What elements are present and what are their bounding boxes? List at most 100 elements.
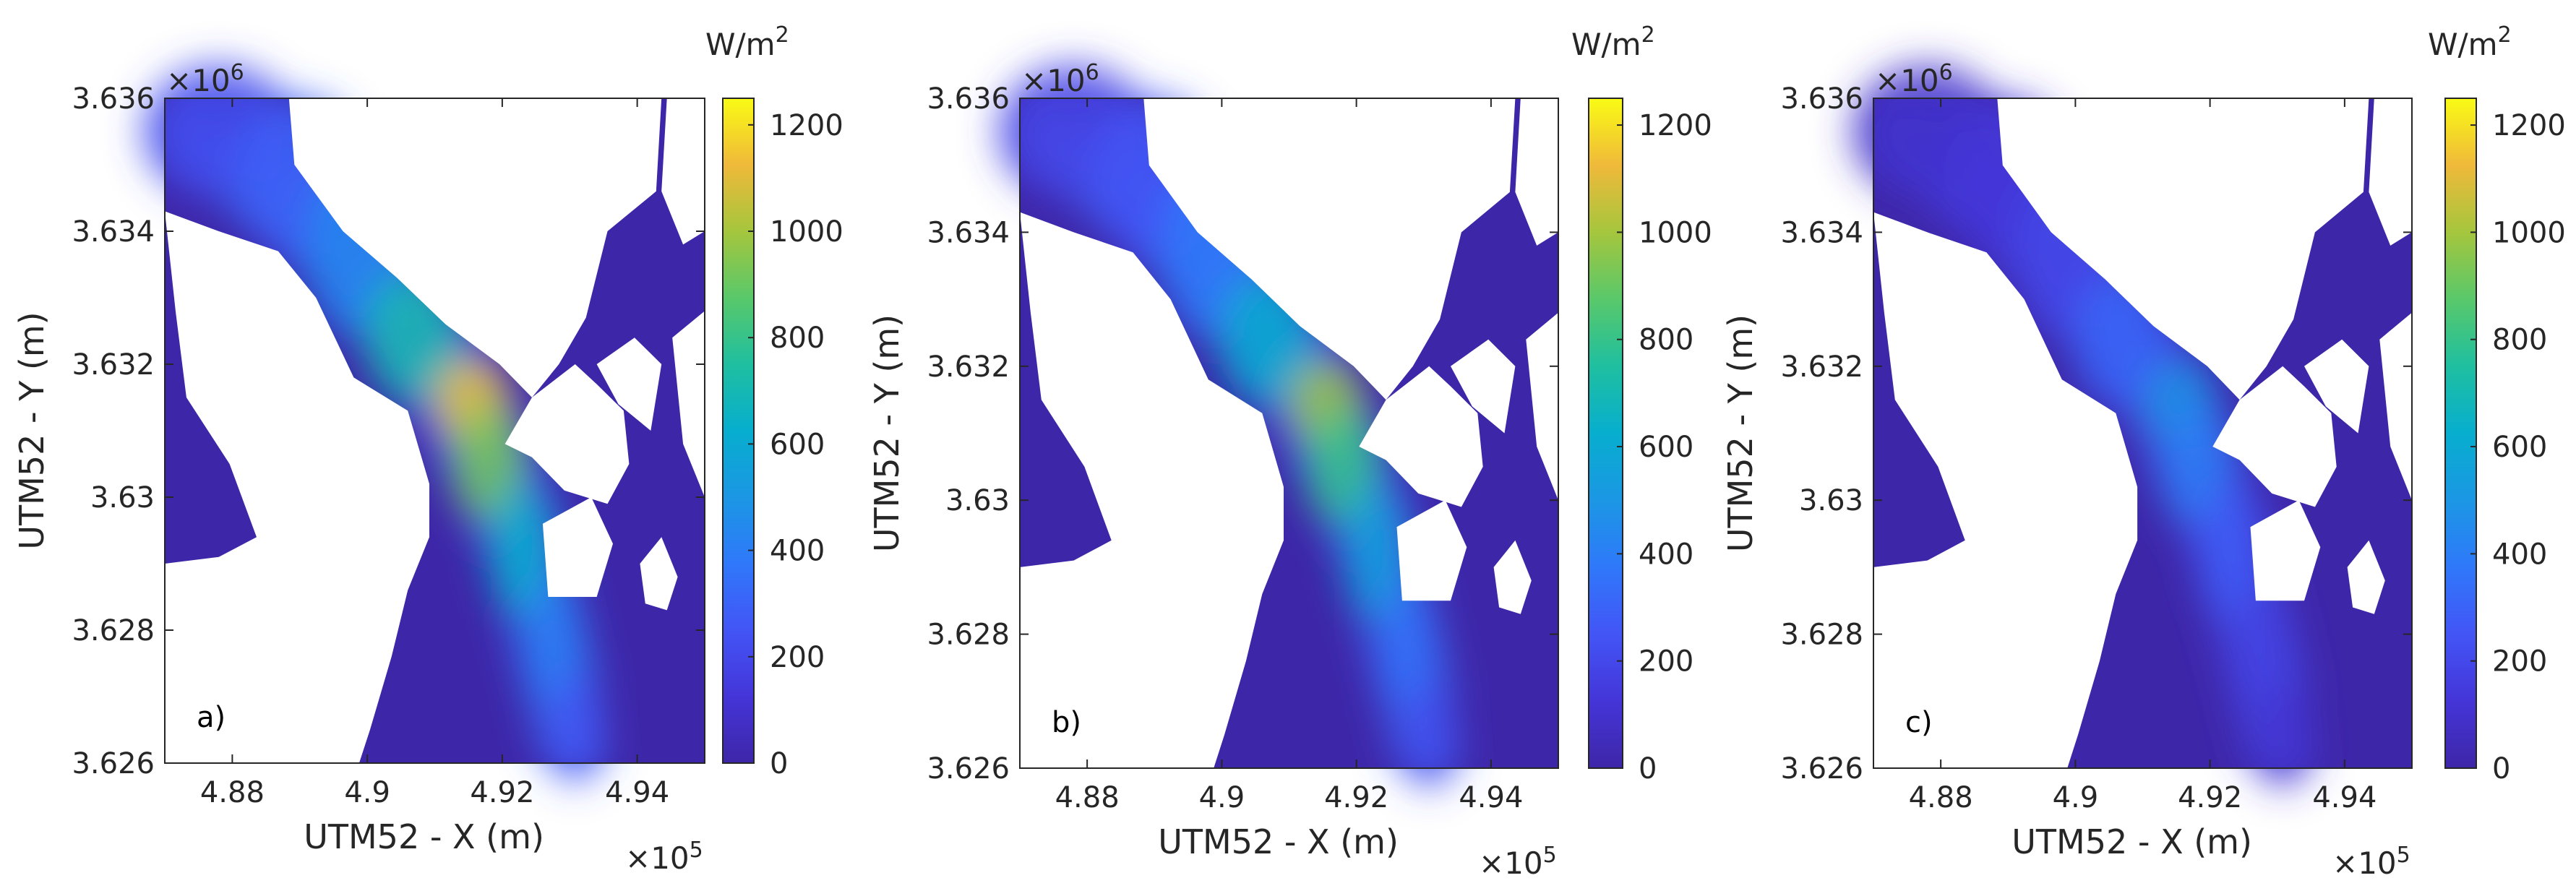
colorbar-tick-label: 200 bbox=[2492, 645, 2547, 679]
land-mass bbox=[2212, 366, 2337, 507]
y-axis-label: UTM52 - Y (m) bbox=[12, 311, 51, 549]
colorbar-unit: W/m2 bbox=[705, 22, 789, 62]
x-tick-label: 4.88 bbox=[1055, 781, 1120, 814]
y-tick-label: 3.636 bbox=[1780, 82, 1863, 116]
colorbar-tick-label: 400 bbox=[770, 535, 825, 568]
y-tick-label: 3.634 bbox=[72, 215, 155, 249]
colorbar-tick-label: 400 bbox=[2492, 538, 2547, 571]
y-tick-label: 3.634 bbox=[1780, 216, 1863, 249]
x-tick-label: 4.92 bbox=[1324, 781, 1388, 814]
x-tick-label: 4.92 bbox=[470, 776, 534, 809]
colorbar-frame bbox=[1588, 98, 1623, 769]
y-tick-label: 3.632 bbox=[927, 350, 1010, 384]
land-mass bbox=[1020, 212, 1284, 769]
x-axis-label: UTM52 - X (m) bbox=[304, 817, 544, 856]
land-mass bbox=[2369, 98, 2412, 246]
y-axis-label: UTM52 - Y (m) bbox=[1721, 314, 1760, 552]
x-tick-label: 4.88 bbox=[1909, 781, 1973, 814]
y-tick-label: 3.63 bbox=[1799, 484, 1863, 517]
land-mass bbox=[1396, 500, 1467, 601]
x-tick-label: 4.94 bbox=[2312, 781, 2377, 814]
y-exponent-power: 6 bbox=[1086, 60, 1099, 85]
colorbar-tick-label: 600 bbox=[1639, 431, 1693, 464]
colorbar-unit-power: 2 bbox=[2498, 22, 2512, 48]
land-mass bbox=[2304, 339, 2369, 434]
y-tick-label: 3.626 bbox=[1780, 752, 1863, 785]
colorbar-tick-label: 1000 bbox=[770, 215, 843, 249]
colorbar-tick-label: 600 bbox=[770, 428, 825, 461]
land-mass bbox=[2379, 312, 2412, 501]
colorbar-tick-label: 800 bbox=[770, 322, 825, 355]
panel-2: 4.88 4.9 4.92 4.94 3.626 3.628 3.63 3.632 3.634 3… bbox=[867, 22, 1712, 881]
colorbar-tick-label: 1200 bbox=[770, 109, 843, 142]
land-mass bbox=[1493, 540, 1532, 614]
y-tick-label: 3.626 bbox=[72, 747, 155, 780]
y-tick-label: 3.632 bbox=[72, 348, 155, 382]
panel-label: a) bbox=[197, 701, 226, 734]
panel-1: 4.88 4.9 4.92 4.94 3.626 3.628 3.63 3.632 3.634 3… bbox=[12, 22, 843, 876]
colorbar-tick-label: 0 bbox=[770, 747, 788, 780]
axes-frame bbox=[164, 98, 705, 764]
y-tick-label: 3.628 bbox=[72, 614, 155, 647]
colorbar bbox=[2445, 98, 2476, 768]
colorbar-tick-label: 200 bbox=[770, 641, 825, 674]
colorbar-tick-label: 1200 bbox=[2492, 109, 2566, 142]
colorbar bbox=[723, 98, 754, 763]
x-tick-label: 4.92 bbox=[2178, 781, 2242, 814]
x-exponent-power: 5 bbox=[690, 838, 703, 863]
panel-label: b) bbox=[1052, 706, 1081, 739]
colorbar-frame bbox=[722, 98, 755, 764]
land-mass bbox=[2347, 540, 2385, 614]
land-mass bbox=[1451, 339, 1516, 434]
colorbar-unit-power: 2 bbox=[776, 22, 789, 48]
colorbar-unit: W/m2 bbox=[2428, 22, 2512, 62]
panel-3: 4.88 4.9 4.92 4.94 3.626 3.628 3.63 3.632 3.634 3… bbox=[1721, 22, 2566, 881]
x-axis-label: UTM52 - X (m) bbox=[1158, 822, 1399, 861]
panel-label: c) bbox=[1905, 706, 1933, 739]
x-tick-label: 4.94 bbox=[605, 776, 669, 809]
x-tick-label: 4.9 bbox=[344, 776, 390, 809]
colorbar-tick-label: 0 bbox=[1639, 752, 1657, 785]
colorbar-unit: W/m2 bbox=[1571, 22, 1655, 62]
colorbar-frame bbox=[2444, 98, 2477, 769]
colorbar bbox=[1589, 98, 1623, 768]
colorbar-tick-label: 1000 bbox=[1639, 216, 1712, 249]
land-mass bbox=[288, 98, 662, 397]
x-tick-label: 4.94 bbox=[1459, 781, 1523, 814]
y-tick-label: 3.632 bbox=[1780, 350, 1863, 384]
land-mass bbox=[1997, 98, 2369, 400]
y-tick-label: 3.63 bbox=[90, 481, 155, 515]
land-mass bbox=[596, 337, 662, 431]
land-mass bbox=[505, 364, 630, 504]
x-exponent: ×105 bbox=[625, 838, 703, 876]
land-mass bbox=[661, 98, 705, 245]
colorbar-tick-label: 200 bbox=[1639, 645, 1693, 679]
land-mass bbox=[1873, 212, 2138, 769]
y-tick-label: 3.63 bbox=[945, 484, 1010, 517]
y-exponent: ×106 bbox=[166, 60, 244, 98]
x-tick-label: 4.9 bbox=[2053, 781, 2099, 814]
land-mass bbox=[542, 497, 613, 597]
y-tick-label: 3.636 bbox=[927, 82, 1010, 116]
land-mass bbox=[1143, 98, 1516, 400]
colorbar-unit-power: 2 bbox=[1641, 22, 1655, 48]
colorbar-tick-label: 800 bbox=[1639, 324, 1693, 357]
land-mass bbox=[2250, 500, 2321, 601]
x-exponent-power: 5 bbox=[2397, 843, 2410, 868]
colorbar-tick-label: 800 bbox=[2492, 324, 2547, 357]
x-exponent: ×105 bbox=[1479, 843, 1557, 881]
x-tick-label: 4.9 bbox=[1199, 781, 1245, 814]
y-exponent-power: 6 bbox=[231, 60, 244, 85]
land-mass bbox=[165, 211, 429, 763]
axes-frame bbox=[1873, 98, 2413, 769]
y-tick-label: 3.628 bbox=[927, 619, 1010, 652]
x-axis-label: UTM52 - X (m) bbox=[2012, 822, 2252, 861]
colorbar-tick-label: 1000 bbox=[2492, 216, 2566, 249]
y-tick-label: 3.628 bbox=[1780, 619, 1863, 652]
y-exponent-power: 6 bbox=[1939, 60, 1953, 85]
land-mass bbox=[672, 311, 705, 497]
land-mass bbox=[1515, 98, 1558, 246]
x-exponent: ×105 bbox=[2332, 843, 2410, 881]
y-tick-label: 3.636 bbox=[72, 82, 155, 116]
land-mass bbox=[1526, 312, 1558, 501]
